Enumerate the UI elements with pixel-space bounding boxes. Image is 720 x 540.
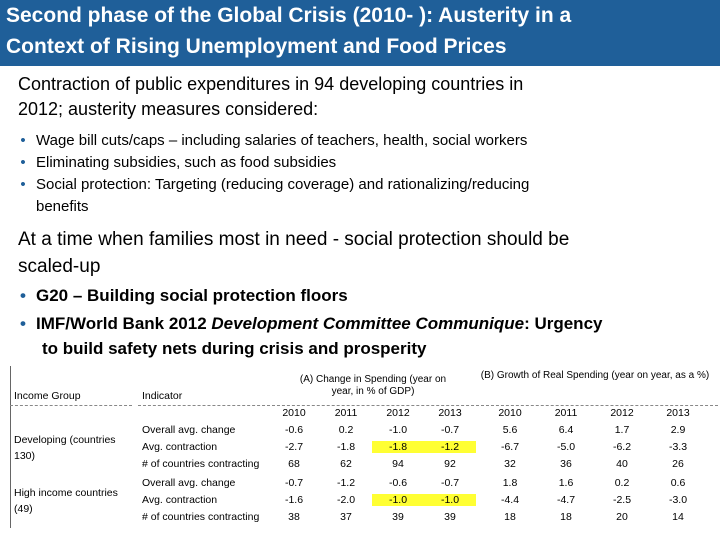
col-indicator: Indicator (142, 390, 183, 402)
year-a-2013: 2013 (438, 407, 462, 419)
value-a: -0.7 (284, 477, 304, 489)
year-a-2011: 2011 (334, 407, 358, 419)
value-a: -1.0 (372, 494, 424, 506)
value-a: 94 (392, 458, 404, 470)
value-a: -2.7 (284, 441, 304, 453)
value-b: -2.5 (612, 494, 632, 506)
action-item-g20: • G20 – Building social protection floors (10, 286, 348, 306)
action-item-imf: • IMF/World Bank 2012 Development Committ… (10, 314, 602, 334)
value-a: -1.2 (336, 477, 356, 489)
value-a: 68 (288, 458, 300, 470)
indicator-label: # of countries contracting (142, 511, 260, 523)
value-a: -0.6 (388, 477, 408, 489)
value-a: -1.0 (388, 424, 408, 436)
year-b-2011: 2011 (554, 407, 578, 419)
value-a: 39 (444, 511, 456, 523)
value-a: -0.7 (440, 477, 460, 489)
value-b: 1.8 (502, 477, 518, 489)
scaleup-line-2: scaled-up (18, 256, 101, 277)
bullet-icon: • (20, 154, 26, 171)
indicator-label: Overall avg. change (142, 424, 236, 436)
measure-item: • Social protection: Targeting (reducing … (10, 176, 529, 193)
value-b: 6.4 (558, 424, 574, 436)
value-b: -6.2 (612, 441, 632, 453)
title-line-1: Second phase of the Global Crisis (2010-… (6, 4, 572, 27)
value-a: -1.6 (284, 494, 304, 506)
slide-body: Contraction of public expenditures in 94… (0, 66, 720, 540)
indicator-label: Overall avg. change (142, 477, 236, 489)
value-b: -4.7 (556, 494, 576, 506)
value-b: 0.2 (614, 477, 630, 489)
value-b: 18 (504, 511, 516, 523)
value-b: 5.6 (502, 424, 518, 436)
value-a: 37 (340, 511, 352, 523)
value-b: 26 (672, 458, 684, 470)
value-a: 62 (340, 458, 352, 470)
intro-line-1: Contraction of public expenditures in 94… (18, 74, 524, 94)
measure-item: • Eliminating subsidies, such as food sub… (10, 154, 336, 171)
value-b: 2.9 (670, 424, 686, 436)
bullet-icon: • (20, 286, 26, 305)
value-a: -0.7 (440, 424, 460, 436)
value-b: 1.7 (614, 424, 630, 436)
value-b: -4.4 (500, 494, 520, 506)
value-a: -2.0 (336, 494, 356, 506)
indicator-label: # of countries contracting (142, 458, 260, 470)
header-b: (B) Growth of Real Spending (year on yea… (480, 370, 710, 381)
value-b: 32 (504, 458, 516, 470)
year-b-2013: 2013 (666, 407, 690, 419)
value-b: 36 (560, 458, 572, 470)
value-b: -6.7 (500, 441, 520, 453)
value-b: 18 (560, 511, 572, 523)
value-a: -1.8 (336, 441, 356, 453)
value-a: 38 (288, 511, 300, 523)
slide-title: Second phase of the Global Crisis (2010-… (0, 0, 720, 66)
indicator-label: Avg. contraction (142, 494, 218, 506)
value-a: 92 (444, 458, 456, 470)
indicator-label: Avg. contraction (142, 441, 218, 453)
income-group-label: High income countries (49) (14, 487, 118, 515)
value-a: 39 (392, 511, 404, 523)
value-a: -1.0 (424, 494, 476, 506)
year-b-2010: 2010 (498, 407, 522, 419)
measure-item-continued: benefits (36, 198, 89, 215)
intro-line-2: 2012; austerity measures considered: (18, 99, 319, 119)
value-a: 0.2 (338, 424, 354, 436)
spending-table: Income Group Indicator (A) Change in Spe… (10, 366, 720, 530)
bullet-icon: • (20, 314, 26, 333)
value-a: -0.6 (284, 424, 304, 436)
value-a: -1.2 (424, 441, 476, 453)
income-group-label: Developing (countries 130) (14, 434, 116, 462)
value-b: 0.6 (670, 477, 686, 489)
header-a: (A) Change in Spending (year on year, in… (299, 374, 447, 397)
value-b: -5.0 (556, 441, 576, 453)
value-b: 1.6 (558, 477, 574, 489)
scaleup-line-1: At a time when families most in need - s… (18, 229, 570, 250)
action-item-imf-continued: to build safety nets during crisis and p… (42, 339, 427, 358)
year-b-2012: 2012 (610, 407, 634, 419)
value-b: 40 (616, 458, 628, 470)
bullet-icon: • (20, 176, 26, 193)
value-b: 20 (616, 511, 628, 523)
col-income-group: Income Group (14, 390, 81, 402)
value-b: -3.0 (668, 494, 688, 506)
measure-item: • Wage bill cuts/caps – including salarie… (10, 132, 527, 149)
year-a-2010: 2010 (282, 407, 306, 419)
value-b: -3.3 (668, 441, 688, 453)
value-b: 14 (672, 511, 684, 523)
year-a-2012: 2012 (386, 407, 410, 419)
title-line-2: Context of Rising Unemployment and Food … (6, 35, 507, 58)
bullet-icon: • (20, 132, 26, 149)
value-a: -1.8 (372, 441, 424, 453)
